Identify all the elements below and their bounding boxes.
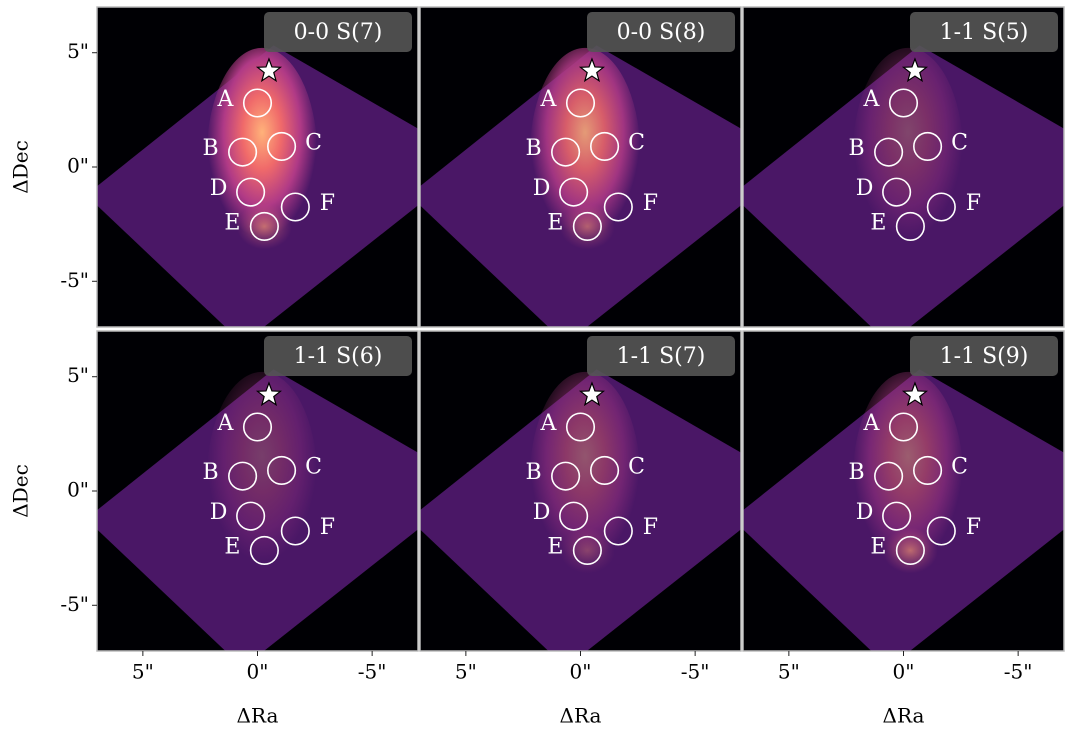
region-label: D — [533, 176, 551, 201]
emission-knot — [560, 204, 615, 250]
region-label: B — [849, 136, 865, 161]
y-axis-label: ΔDec — [9, 140, 33, 194]
region-label: A — [540, 411, 558, 436]
region-label: C — [951, 454, 968, 479]
panel: 0-0 S(7) AB C DE F 5" 0" -5" ΔDec — [9, 7, 419, 327]
panel: 1-1 S(7) AB C DE F 5" 0" -5" ΔRa — [420, 331, 741, 728]
panel-title: 0-0 S(8) — [617, 20, 706, 45]
x-tick-label: 5" — [455, 660, 477, 684]
region-label: B — [849, 460, 865, 485]
panel: 1-1 S(6) AB C DE F 5" 0" -5" 5" 0" -5" ΔRa ΔDec — [9, 331, 419, 728]
region-label: C — [305, 130, 322, 155]
panel-image — [97, 331, 418, 651]
y-tick-label: -5" — [60, 268, 89, 292]
x-axis-label: ΔRa — [560, 704, 602, 728]
region-label: E — [547, 534, 563, 559]
region-label: D — [533, 500, 551, 525]
panel-title: 1-1 S(6) — [294, 344, 383, 369]
x-tick-label: 0" — [570, 660, 592, 684]
panel-image — [420, 331, 741, 651]
y-tick-label: 5" — [67, 363, 89, 387]
y-axis-label: ΔDec — [9, 464, 33, 518]
y-tick-label: -5" — [60, 592, 89, 616]
region-label: C — [628, 454, 645, 479]
region-label: B — [526, 136, 542, 161]
panel-title: 1-1 S(9) — [940, 344, 1029, 369]
region-label: F — [643, 515, 658, 540]
region-label: F — [320, 515, 335, 540]
x-tick-label: -5" — [681, 660, 710, 684]
x-axis-label: ΔRa — [883, 704, 925, 728]
region-label: E — [870, 534, 886, 559]
panel: 0-0 S(8) AB C DE F — [420, 7, 741, 327]
y-tick-label: 5" — [67, 39, 89, 63]
region-label: D — [856, 176, 874, 201]
emission-knot — [237, 204, 292, 250]
x-tick-label: 0" — [247, 660, 269, 684]
region-label: C — [628, 130, 645, 155]
panel: 1-1 S(5) AB C DE F — [743, 7, 1064, 327]
region-label: E — [224, 534, 240, 559]
region-label: A — [217, 87, 235, 112]
region-label: F — [966, 191, 981, 216]
y-tick-label: 0" — [67, 478, 89, 502]
y-tick-label: 0" — [67, 154, 89, 178]
figure: 0-0 S(7)ABCDEF5"0"-5"ΔDec0-0 S(8)ABCDEF1… — [0, 0, 1065, 735]
region-label: A — [863, 411, 881, 436]
x-tick-label: 5" — [132, 660, 154, 684]
region-label: D — [856, 500, 874, 525]
region-label: F — [966, 515, 981, 540]
x-tick-label: -5" — [358, 660, 387, 684]
region-label: C — [951, 130, 968, 155]
panel-image — [420, 7, 741, 327]
x-axis-label: ΔRa — [237, 704, 279, 728]
region-label: B — [526, 460, 542, 485]
region-label: A — [217, 411, 235, 436]
panel-title: 1-1 S(5) — [940, 20, 1029, 45]
region-label: D — [210, 500, 228, 525]
region-label: D — [210, 176, 228, 201]
region-label: F — [643, 191, 658, 216]
x-tick-label: 0" — [893, 660, 915, 684]
panel-image — [97, 7, 418, 327]
panel-image — [743, 331, 1064, 651]
region-label: F — [320, 191, 335, 216]
region-label: B — [203, 136, 219, 161]
region-label: C — [305, 454, 322, 479]
panel-image — [743, 7, 1064, 327]
emission-knot — [883, 528, 938, 574]
region-label: A — [540, 87, 558, 112]
x-tick-label: -5" — [1004, 660, 1033, 684]
region-label: B — [203, 460, 219, 485]
emission-knot — [560, 528, 615, 574]
region-label: E — [547, 210, 563, 235]
region-label: E — [224, 210, 240, 235]
panel-title: 0-0 S(7) — [294, 20, 383, 45]
panel: 1-1 S(9) AB C DE F 5" 0" -5" ΔRa — [743, 331, 1064, 728]
panel-title: 1-1 S(7) — [617, 344, 706, 369]
region-label: A — [863, 87, 881, 112]
x-tick-label: 5" — [778, 660, 800, 684]
region-label: E — [870, 210, 886, 235]
